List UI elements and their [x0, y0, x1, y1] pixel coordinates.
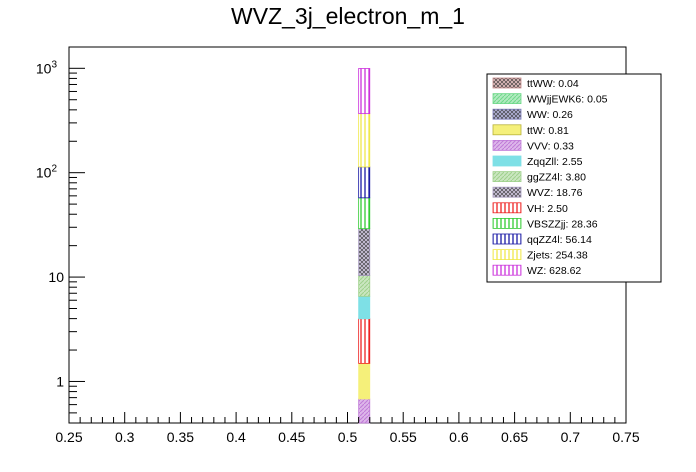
bar-segment-vh	[358, 318, 371, 364]
x-tick-label: 0.25	[55, 429, 82, 445]
x-tick-label: 0.7	[561, 429, 581, 445]
legend-swatch-wwjjewk6	[492, 93, 522, 104]
legend-swatch-ww	[492, 108, 522, 120]
legend-label-wwjjewk6: WWjjEWK6: 0.05	[527, 94, 608, 106]
legend-label-wz: WZ: 628.62	[527, 265, 581, 277]
bar-segment-wz	[358, 68, 371, 115]
legend-label-ww: WW: 0.26	[527, 109, 573, 121]
legend-swatch-vh	[492, 202, 522, 214]
y-tick-label: 103	[36, 59, 58, 76]
chart-title: WVZ_3j_electron_m_1	[231, 3, 465, 29]
x-tick-label: 0.6	[449, 429, 469, 445]
x-tick-label: 0.55	[390, 429, 417, 445]
bar-segment-zqqzll	[358, 295, 371, 320]
bar-segment-vbszzjj	[358, 197, 371, 230]
bar-segment-wvz	[358, 228, 371, 276]
y-tick-label: 102	[36, 164, 58, 181]
legend-swatch-wvz	[492, 186, 522, 198]
legend-label-ggzz4l: ggZZ4l: 3.80	[527, 172, 586, 184]
legend-swatch-wz	[492, 264, 522, 276]
x-tick-label: 0.75	[612, 429, 639, 445]
legend-swatch-vvv	[492, 139, 522, 151]
y-tick-label: 1	[56, 373, 64, 389]
y-tick-label: 10	[48, 269, 64, 285]
x-tick-label: 0.5	[338, 429, 358, 445]
bar-segment-qqzz4l	[358, 166, 371, 199]
x-tick-label: 0.4	[226, 429, 246, 445]
legend-swatch-ggzz4l	[492, 171, 522, 183]
legend-swatch-ttw	[492, 124, 522, 136]
legend-label-ttww: ttWW: 0.04	[527, 78, 579, 90]
legend-swatch-zjets	[492, 249, 522, 261]
stacked-bars	[358, 68, 371, 424]
legend-label-qqzz4l: qqZZ4l: 56.14	[527, 234, 592, 246]
bar-segment-zjets	[358, 113, 371, 168]
legend-swatch-vbszzjj	[492, 217, 522, 229]
legend-swatch-zqqzll	[492, 155, 522, 167]
x-tick-label: 0.35	[167, 429, 194, 445]
legend-label-zqqzll: ZqqZll: 2.55	[527, 156, 583, 168]
legend-label-zjets: Zjets: 254.38	[527, 250, 588, 262]
legend: ttWW: 0.04 WWjjEWK6: 0.05 WW: 0.26 ttW: 0.8…	[486, 73, 662, 283]
legend-label-ttw: ttW: 0.81	[527, 125, 569, 137]
x-tick-label: 0.45	[278, 429, 305, 445]
x-tick-label: 0.3	[115, 429, 135, 445]
bar-segment-ggzz4l	[358, 275, 371, 297]
legend-label-vbszzjj: VBSZZjj: 28.36	[527, 218, 598, 230]
legend-label-wvz: WVZ: 18.76	[527, 187, 583, 199]
bar-segment-vvv	[358, 398, 371, 424]
bar-segment-ttw	[358, 362, 371, 400]
x-tick-label: 0.65	[501, 429, 528, 445]
legend-swatch-ttww	[492, 77, 522, 89]
legend-label-vh: VH: 2.50	[527, 203, 568, 215]
legend-swatch-qqzz4l	[492, 233, 522, 245]
legend-label-vvv: VVV: 0.33	[527, 140, 574, 152]
